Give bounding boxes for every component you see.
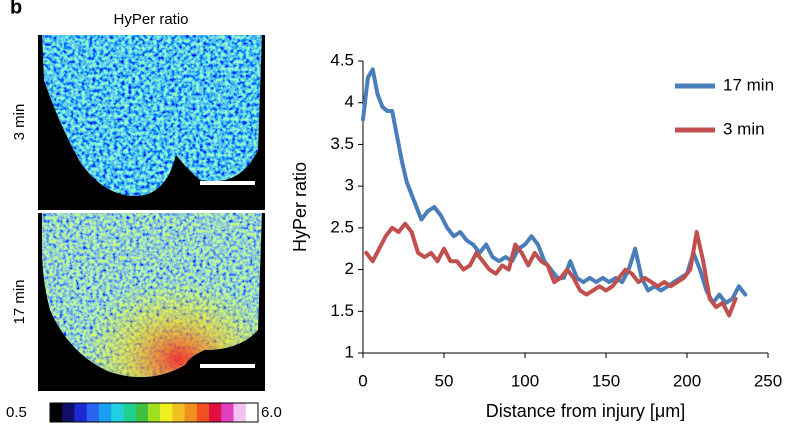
colorbar-step xyxy=(86,403,100,422)
y-tick-label: 3.5 xyxy=(330,134,354,153)
x-tick-label: 0 xyxy=(358,371,367,390)
legend-label: 17 min xyxy=(723,75,774,94)
colorbar-min: 0.5 xyxy=(6,404,27,421)
colorbar-max: 6.0 xyxy=(261,404,282,421)
scale-bar xyxy=(200,364,255,368)
y-tick-label: 1 xyxy=(345,342,354,361)
x-axis-title: Distance from injury [μm] xyxy=(486,401,685,421)
series-line xyxy=(361,67,748,305)
y-tick-label: 2 xyxy=(345,259,354,278)
x-tick-label: 200 xyxy=(673,371,701,390)
colorbar-step xyxy=(147,403,161,422)
legend-label: 3 min xyxy=(723,119,765,138)
x-tick-label: 250 xyxy=(754,371,782,390)
series-line xyxy=(364,221,738,318)
y-axis-title: HyPer ratio xyxy=(290,162,310,252)
panel-label: b xyxy=(10,0,22,18)
colorbar-step xyxy=(62,403,75,422)
colorbar-step xyxy=(209,403,222,422)
x-tick-label: 50 xyxy=(435,371,454,390)
colorbar-step xyxy=(123,403,137,422)
colorbar-step xyxy=(172,403,185,422)
colorbar-frame xyxy=(49,402,259,423)
y-tick-label: 1.5 xyxy=(330,301,354,320)
image-title: HyPer ratio xyxy=(113,11,188,28)
y-tick-label: 3 xyxy=(345,176,354,195)
colorbar-step xyxy=(245,403,259,422)
colorbar-step xyxy=(160,403,173,422)
colorbar-step xyxy=(111,403,124,422)
colorbar-step xyxy=(98,403,112,422)
colorbar-step xyxy=(50,403,63,422)
colorbar-step xyxy=(221,403,234,422)
y-tick-label: 4 xyxy=(345,92,354,111)
colorbar-step xyxy=(135,403,149,422)
colorbar-step xyxy=(233,403,247,422)
row-label: 17 min xyxy=(11,279,28,324)
y-tick-label: 2.5 xyxy=(330,217,354,236)
x-tick-label: 150 xyxy=(592,371,620,390)
x-tick-label: 100 xyxy=(511,371,539,390)
y-tick-label: 4.5 xyxy=(330,50,354,69)
colorbar-step xyxy=(196,403,210,422)
colorbar-step xyxy=(184,403,198,422)
row-label: 3 min xyxy=(11,104,28,141)
scale-bar xyxy=(200,181,255,185)
colorbar xyxy=(49,402,259,423)
colorbar-step xyxy=(74,403,88,422)
